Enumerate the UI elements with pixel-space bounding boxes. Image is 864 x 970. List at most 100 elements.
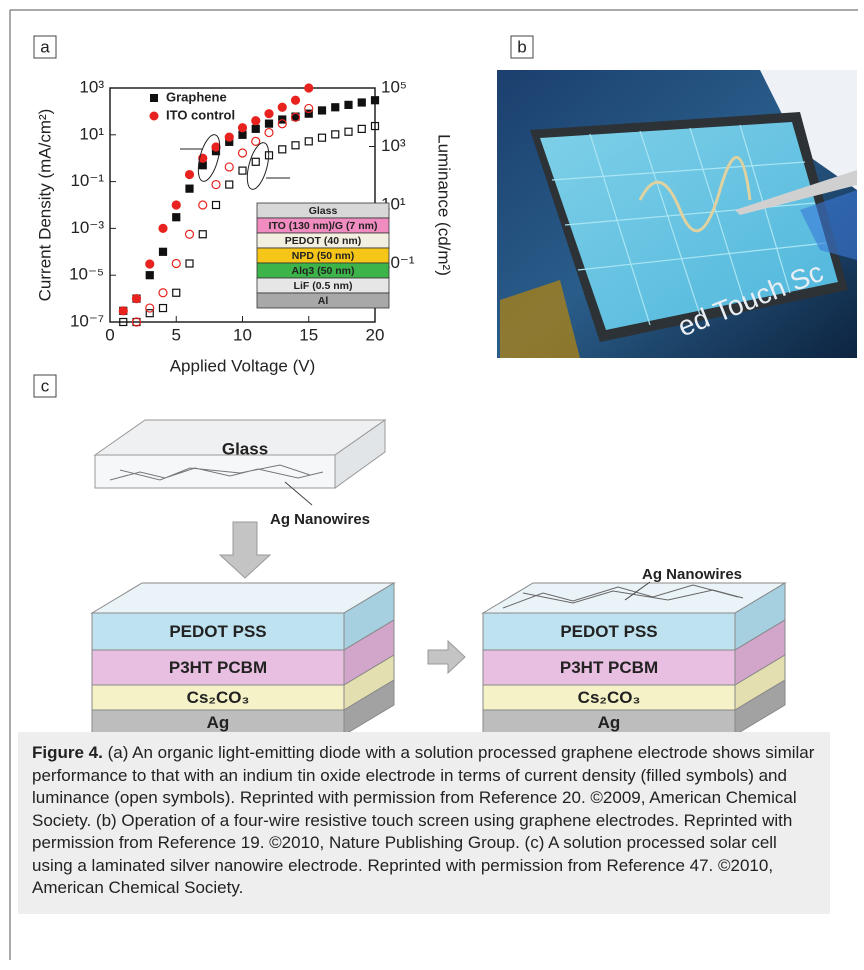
x-axis-label: Applied Voltage (V) (170, 356, 316, 375)
inset-label: ITO (130 nm)/G (7 nm) (269, 220, 378, 232)
point (212, 181, 220, 189)
point (213, 202, 220, 209)
inset-label: NPD (50 nm) (292, 250, 354, 262)
caption-label: Figure 4. (32, 743, 103, 762)
point (252, 137, 260, 145)
point (319, 134, 326, 141)
point (252, 125, 259, 132)
point (239, 167, 246, 174)
point (345, 128, 352, 135)
point (186, 185, 193, 192)
y2-tick-label: 10³ (381, 136, 406, 155)
layer-label: Cs₂CO₃ (187, 688, 250, 707)
layer-label: P3HT PCBM (169, 658, 267, 677)
point (319, 107, 326, 114)
point (159, 289, 167, 297)
point (266, 120, 273, 127)
legend-label: ITO control (166, 107, 235, 122)
legend-marker (150, 112, 159, 121)
caption-text: (a) An organic light-emitting diode with… (32, 743, 814, 897)
point (212, 143, 220, 151)
y-tick-label: 10¹ (79, 124, 104, 143)
point (239, 124, 247, 132)
point (252, 158, 259, 165)
x-tick-label: 10 (233, 325, 252, 344)
point (186, 171, 194, 179)
layer-label: Ag (598, 713, 621, 732)
point (186, 230, 194, 238)
point (133, 295, 141, 303)
point (358, 99, 365, 106)
point (186, 260, 193, 267)
y-tick-label: 10⁻³ (70, 218, 104, 237)
photo: ed Touch Sc (497, 70, 857, 358)
x-tick-label: 0 (105, 325, 114, 344)
inset-label: LiF (0.5 nm) (294, 280, 353, 292)
x-tick-label: 20 (366, 325, 385, 344)
point (305, 84, 313, 92)
point (160, 305, 167, 312)
point (279, 146, 286, 153)
point (173, 214, 180, 221)
point (345, 101, 352, 108)
point (265, 110, 273, 118)
y-tick-label: 10³ (79, 77, 104, 96)
inset-label: PEDOT (40 nm) (285, 235, 361, 247)
x-tick-label: 15 (299, 325, 318, 344)
arrow (428, 641, 465, 673)
inset-label: Alq3 (50 nm) (291, 265, 354, 277)
nanowire-label: Ag Nanowires (642, 566, 742, 583)
point (226, 181, 233, 188)
panel-label: a (40, 37, 50, 56)
inset-label: Al (318, 295, 329, 307)
point (252, 117, 260, 125)
glass-label: Glass (222, 439, 268, 458)
layer-label: PEDOT PSS (560, 622, 657, 641)
y2-tick-label: 10⁵ (381, 77, 407, 96)
point (278, 103, 286, 111)
point (332, 131, 339, 138)
y-axis-label: Current Density (mA/cm²) (35, 109, 54, 302)
layer-label: PEDOT PSS (169, 622, 266, 641)
point (199, 201, 207, 209)
point (172, 260, 180, 268)
caption: Figure 4. (a) An organic light-emitting … (18, 732, 830, 914)
annotation (243, 140, 273, 191)
point (225, 163, 233, 171)
point (172, 201, 180, 209)
layer-label: Ag (207, 713, 230, 732)
layer-label: Cs₂CO₃ (578, 688, 641, 707)
point (146, 304, 154, 312)
point (292, 142, 299, 149)
page: a 0510152010⁻⁷10⁻⁵10⁻³10⁻¹10¹10³10⁻¹10¹1… (0, 0, 864, 970)
y-tick-label: 10⁻¹ (70, 171, 104, 190)
point (173, 289, 180, 296)
top-face (92, 583, 394, 613)
y-tick-label: 10⁻⁷ (70, 311, 104, 330)
point (160, 248, 167, 255)
y-tick-label: 10⁻⁵ (69, 265, 104, 284)
point (358, 125, 365, 132)
inset-label: Glass (309, 205, 338, 217)
nanowire-label: Ag Nanowires (270, 511, 370, 528)
point (305, 138, 312, 145)
point (332, 104, 339, 111)
point (265, 129, 273, 137)
point (146, 272, 153, 279)
layer-label: P3HT PCBM (560, 658, 658, 677)
panel-label: c (41, 376, 50, 395)
point (372, 97, 379, 104)
point (239, 149, 247, 157)
x-tick-label: 5 (172, 325, 181, 344)
panel-label: b (517, 37, 526, 56)
arrow (220, 522, 270, 578)
point (119, 307, 127, 315)
point (225, 133, 233, 141)
point (159, 224, 167, 232)
point (199, 231, 206, 238)
y2-axis-label: Luminance (cd/m²) (435, 134, 454, 276)
point (146, 260, 154, 268)
point (292, 96, 300, 104)
legend-marker (150, 94, 158, 102)
